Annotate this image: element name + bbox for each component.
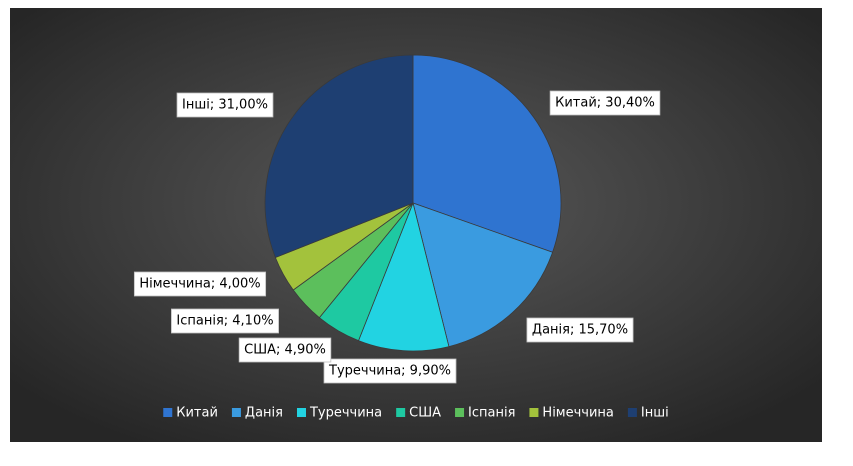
- data-label: Німеччина; 4,00%: [139, 277, 260, 292]
- legend-label: Німеччина: [542, 406, 613, 421]
- pie-slice: [357, 201, 450, 352]
- data-label: Туреччина; 9,90%: [328, 364, 451, 379]
- data-label-box: [176, 92, 274, 118]
- data-label: Китай; 30,40%: [555, 96, 655, 111]
- legend-label: Інші: [641, 406, 669, 421]
- legend-label: Туреччина: [309, 406, 382, 421]
- legend-swatch: [529, 408, 539, 417]
- legend-swatch: [163, 408, 173, 417]
- legend-label: США: [409, 406, 441, 421]
- data-label: Данія; 15,70%: [532, 323, 628, 338]
- legend-label: Китай: [176, 406, 218, 421]
- legend-label: Іспанія: [468, 406, 515, 421]
- pie-slice: [412, 54, 562, 253]
- pie-slice: [412, 202, 554, 348]
- legend-swatch: [455, 408, 465, 417]
- legend-swatch: [396, 408, 406, 417]
- legend-label: Данія: [245, 406, 283, 421]
- data-label: Іспанія; 4,10%: [176, 314, 273, 329]
- data-label-box: [526, 317, 634, 343]
- legend-swatch: [627, 408, 637, 417]
- data-label: Інші; 31,00%: [182, 98, 268, 113]
- legend-swatch: [231, 408, 241, 417]
- pie-slice: [264, 54, 414, 259]
- data-label-box: [238, 337, 332, 363]
- data-label-box: [323, 358, 457, 384]
- data-label-box: [549, 90, 661, 116]
- data-label: США; 4,90%: [244, 343, 326, 358]
- data-label-box: [170, 308, 280, 334]
- legend-swatch: [296, 408, 306, 417]
- data-label-box: [133, 271, 267, 297]
